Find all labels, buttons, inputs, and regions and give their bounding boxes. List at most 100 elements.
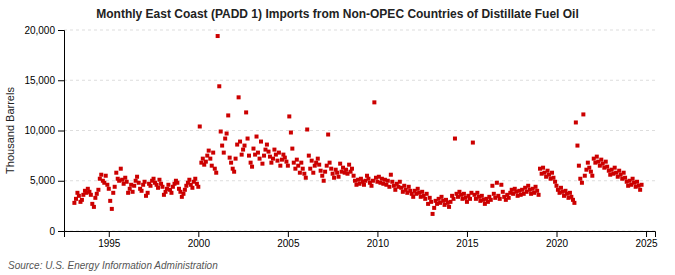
point [216, 34, 220, 38]
chart-container: 199520002005201020152020202505,00010,000… [0, 0, 675, 275]
point [99, 173, 103, 177]
point [275, 159, 279, 163]
plot-area: 199520002005201020152020202505,00010,000… [24, 25, 658, 249]
point [605, 165, 609, 169]
point [152, 177, 156, 181]
point [187, 178, 191, 182]
x-axis-tick: 2005 [277, 231, 300, 249]
point [284, 160, 288, 164]
grid-line [64, 130, 655, 131]
point [259, 140, 263, 144]
point [559, 186, 563, 190]
point [246, 137, 250, 141]
point [586, 161, 590, 165]
point [575, 144, 579, 148]
point [499, 183, 503, 187]
point [362, 183, 366, 187]
point [243, 144, 247, 148]
point [77, 194, 81, 198]
point [402, 184, 406, 188]
point [416, 187, 420, 191]
point [390, 180, 394, 184]
point [535, 189, 539, 193]
point [219, 130, 223, 134]
x-axis-tick-label: 2020 [546, 238, 569, 249]
point [578, 177, 582, 181]
x-axis-tick: 2025 [635, 231, 658, 249]
y-axis-tick: 0 [49, 226, 64, 237]
point [137, 181, 141, 185]
point [269, 161, 273, 165]
point [217, 84, 221, 88]
y-axis-tick-mark [58, 30, 64, 31]
title: Monthly East Coast (PADD 1) Imports from… [96, 7, 578, 21]
point [617, 169, 621, 173]
point [447, 205, 451, 209]
point [308, 167, 312, 171]
x-axis-tick-label: 2005 [277, 238, 300, 249]
point [95, 192, 99, 196]
point [222, 151, 226, 155]
point [366, 177, 370, 181]
point [440, 195, 444, 199]
point [316, 157, 320, 161]
point [196, 185, 200, 189]
point [175, 181, 179, 185]
point [350, 167, 354, 171]
point [265, 143, 269, 147]
x-axis-tick-label: 2025 [635, 238, 658, 249]
point [237, 95, 241, 99]
point [260, 162, 264, 166]
point [232, 170, 236, 174]
point [290, 147, 294, 151]
point [640, 183, 644, 187]
point [241, 148, 245, 152]
point [135, 175, 139, 179]
point [289, 131, 293, 135]
point [590, 174, 594, 178]
point [220, 144, 224, 148]
point [471, 141, 475, 145]
point [372, 100, 376, 104]
y-axis-tick-label: 0 [49, 226, 55, 237]
x-axis-tick-label: 2015 [456, 238, 479, 249]
point [132, 184, 136, 188]
point [278, 164, 282, 168]
point [272, 148, 276, 152]
point [526, 184, 530, 188]
point [262, 154, 266, 158]
point [583, 174, 587, 178]
point [80, 198, 84, 202]
point [114, 171, 118, 175]
point [305, 127, 309, 131]
point [140, 189, 144, 193]
y-axis-tick-mark [58, 80, 64, 81]
point [181, 192, 185, 196]
x-axis-tick-label: 1995 [98, 238, 121, 249]
annotation: Source: U.S. Energy Information Administ… [8, 260, 218, 271]
point [553, 180, 557, 184]
point [107, 187, 111, 191]
point [249, 161, 253, 165]
point [310, 159, 314, 163]
point [420, 190, 424, 194]
point [104, 174, 108, 178]
point [123, 176, 127, 180]
point [347, 163, 351, 167]
point [311, 171, 315, 175]
point [387, 185, 391, 189]
point [574, 120, 578, 124]
x-axis-tick-mark [288, 231, 289, 237]
point [247, 154, 251, 158]
point [507, 196, 511, 200]
point [213, 167, 217, 171]
point [428, 196, 432, 200]
point [631, 177, 635, 181]
point [93, 196, 97, 200]
point [214, 171, 218, 175]
point [555, 184, 559, 188]
point [498, 197, 502, 201]
y-axis-tick-label: 5,000 [30, 175, 55, 186]
point [480, 194, 484, 198]
point [228, 156, 232, 160]
